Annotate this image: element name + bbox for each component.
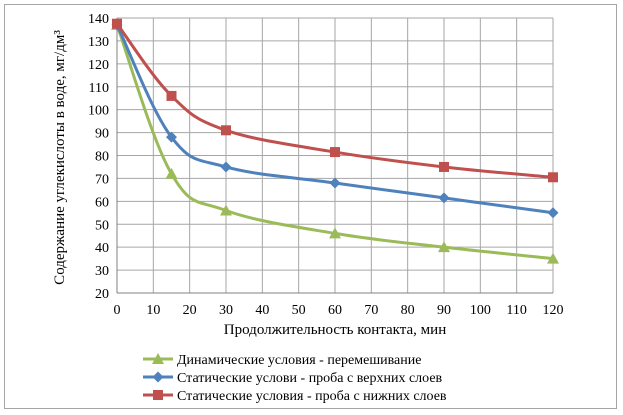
y-tick-label: 130 (88, 35, 109, 50)
legend-label: Динамические условия - перемешивание (177, 353, 421, 368)
data-point-diamond (547, 207, 559, 219)
data-point-triangle (329, 227, 341, 239)
y-tick-label: 70 (95, 172, 109, 187)
x-tick-label: 50 (292, 303, 306, 318)
x-tick-label: 40 (255, 303, 269, 318)
x-tick-label: 20 (183, 303, 197, 318)
x-tick-label: 0 (114, 303, 121, 318)
y-tick-label: 80 (95, 150, 109, 165)
legend-marker-diamond (152, 371, 164, 383)
data-point-diamond (220, 161, 232, 173)
data-point-triangle (165, 167, 178, 179)
y-tick-label: 110 (89, 81, 109, 96)
data-point-square (221, 125, 231, 136)
x-tick-label: 60 (328, 303, 342, 318)
series-layer (111, 18, 559, 264)
data-point-triangle (438, 241, 450, 253)
x-tick-label: 10 (146, 303, 160, 318)
x-tick-label: 100 (470, 303, 491, 318)
x-tick-label: 80 (401, 303, 415, 318)
x-tick-label: 120 (543, 303, 564, 318)
data-point-square (166, 90, 177, 101)
series-line-diamond (115, 24, 554, 215)
y-tick-labels: 20 30 40 50 60 70 80 90 100 110 120 130 140 (88, 12, 109, 302)
x-tick-label: 70 (364, 303, 378, 318)
legend-marker-triangle (152, 353, 164, 364)
legend: Динамические условия - перемешивание Стат… (143, 353, 447, 404)
data-point-triangle (547, 252, 559, 264)
x-tick-label: 30 (219, 303, 233, 318)
series-line-triangle (115, 24, 554, 261)
x-tick-label: 90 (437, 303, 451, 318)
y-tick-label: 60 (95, 195, 109, 210)
y-tick-label: 50 (95, 218, 109, 233)
data-point-square (548, 172, 558, 183)
data-point-diamond (329, 177, 341, 189)
y-tick-label: 20 (95, 287, 109, 302)
legend-marker-square (153, 390, 163, 400)
series-square (112, 18, 558, 183)
y-tick-label: 140 (88, 12, 109, 27)
axes (116, 18, 553, 294)
x-tick-labels: 0 10 20 30 40 50 60 70 80 90 100 110 120 (114, 303, 564, 318)
y-tick-label: 90 (95, 127, 109, 142)
data-point-diamond (166, 131, 177, 143)
x-axis-title: Продолжительность контакта, мин (224, 322, 446, 338)
y-tick-label: 100 (88, 104, 109, 119)
data-point-square (112, 18, 122, 29)
legend-label: Статические услови - проба с верхних сло… (177, 371, 443, 386)
x-tick-label: 110 (506, 303, 526, 318)
data-point-triangle (220, 204, 232, 216)
legend-label: Статические условия - проба с нижних сло… (177, 389, 447, 404)
data-point-diamond (438, 192, 450, 204)
y-axis-title: Содержание углекислоты в воде, мг/дм³ (52, 30, 68, 285)
y-tick-label: 120 (88, 58, 109, 73)
y-tick-label: 40 (95, 241, 109, 256)
data-point-square (330, 147, 340, 158)
data-point-square (439, 161, 449, 172)
y-tick-label: 30 (95, 264, 109, 279)
